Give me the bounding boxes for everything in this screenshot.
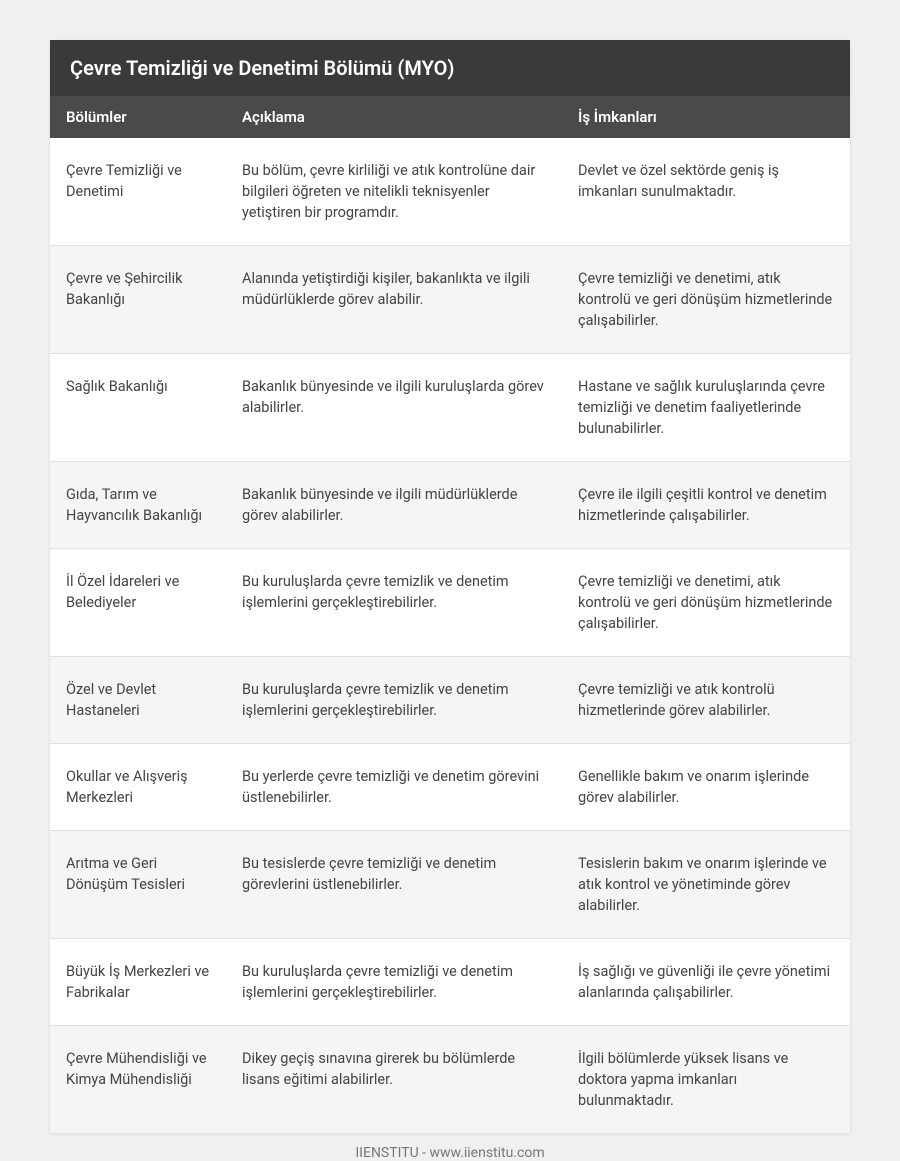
column-header-is-imkanlari: İş İmkanları bbox=[562, 96, 850, 138]
cell-is-imkanlari: Hastane ve sağlık kuruluşlarında çevre t… bbox=[562, 354, 850, 461]
cell-is-imkanlari: Devlet ve özel sektörde geniş iş imkanla… bbox=[562, 138, 850, 245]
table-row: Çevre Temizliği ve DenetimiBu bölüm, çev… bbox=[50, 138, 850, 246]
cell-bolumler: Çevre Temizliği ve Denetimi bbox=[50, 138, 226, 245]
cell-bolumler: Özel ve Devlet Hastaneleri bbox=[50, 657, 226, 743]
column-header-bolumler: Bölümler bbox=[50, 96, 226, 138]
table-header-row: Bölümler Açıklama İş İmkanları bbox=[50, 96, 850, 138]
cell-bolumler: İl Özel İdareleri ve Belediyeler bbox=[50, 549, 226, 656]
table-row: İl Özel İdareleri ve BelediyelerBu kurul… bbox=[50, 549, 850, 657]
cell-aciklama: Bakanlık bünyesinde ve ilgili kuruluşlar… bbox=[226, 354, 562, 461]
column-header-aciklama: Açıklama bbox=[226, 96, 562, 138]
table-row: Özel ve Devlet HastaneleriBu kuruluşlard… bbox=[50, 657, 850, 744]
table-container: Çevre Temizliği ve Denetimi Bölümü (MYO)… bbox=[50, 40, 850, 1133]
cell-aciklama: Bu bölüm, çevre kirliliği ve atık kontro… bbox=[226, 138, 562, 245]
table-row: Sağlık BakanlığıBakanlık bünyesinde ve i… bbox=[50, 354, 850, 462]
cell-bolumler: Çevre ve Şehircilik Bakanlığı bbox=[50, 246, 226, 353]
cell-aciklama: Dikey geçiş sınavına girerek bu bölümler… bbox=[226, 1026, 562, 1133]
cell-aciklama: Bakanlık bünyesinde ve ilgili müdürlükle… bbox=[226, 462, 562, 548]
table-row: Gıda, Tarım ve Hayvancılık BakanlığıBaka… bbox=[50, 462, 850, 549]
cell-aciklama: Bu kuruluşlarda çevre temizlik ve deneti… bbox=[226, 549, 562, 656]
cell-bolumler: Sağlık Bakanlığı bbox=[50, 354, 226, 461]
cell-is-imkanlari: Genellikle bakım ve onarım işlerinde gör… bbox=[562, 744, 850, 830]
cell-is-imkanlari: Çevre temizliği ve atık kontrolü hizmetl… bbox=[562, 657, 850, 743]
cell-aciklama: Bu kuruluşlarda çevre temizlik ve deneti… bbox=[226, 657, 562, 743]
footer-attribution: IIENSTITU - www.iienstitu.com bbox=[50, 1133, 850, 1161]
cell-bolumler: Büyük İş Merkezleri ve Fabrikalar bbox=[50, 939, 226, 1025]
cell-bolumler: Çevre Mühendisliği ve Kimya Mühendisliği bbox=[50, 1026, 226, 1133]
cell-aciklama: Bu yerlerde çevre temizliği ve denetim g… bbox=[226, 744, 562, 830]
cell-bolumler: Gıda, Tarım ve Hayvancılık Bakanlığı bbox=[50, 462, 226, 548]
cell-bolumler: Okullar ve Alışveriş Merkezleri bbox=[50, 744, 226, 830]
table-body: Çevre Temizliği ve DenetimiBu bölüm, çev… bbox=[50, 138, 850, 1133]
table-row: Okullar ve Alışveriş MerkezleriBu yerler… bbox=[50, 744, 850, 831]
cell-is-imkanlari: Çevre temizliği ve denetimi, atık kontro… bbox=[562, 246, 850, 353]
table-row: Arıtma ve Geri Dönüşüm TesisleriBu tesis… bbox=[50, 831, 850, 939]
cell-aciklama: Bu kuruluşlarda çevre temizliği ve denet… bbox=[226, 939, 562, 1025]
table-row: Büyük İş Merkezleri ve FabrikalarBu kuru… bbox=[50, 939, 850, 1026]
cell-is-imkanlari: Tesislerin bakım ve onarım işlerinde ve … bbox=[562, 831, 850, 938]
cell-is-imkanlari: Çevre temizliği ve denetimi, atık kontro… bbox=[562, 549, 850, 656]
table-row: Çevre Mühendisliği ve Kimya Mühendisliği… bbox=[50, 1026, 850, 1133]
cell-is-imkanlari: İlgili bölümlerde yüksek lisans ve dokto… bbox=[562, 1026, 850, 1133]
cell-is-imkanlari: İş sağlığı ve güvenliği ile çevre yöneti… bbox=[562, 939, 850, 1025]
table-title: Çevre Temizliği ve Denetimi Bölümü (MYO) bbox=[50, 40, 850, 96]
cell-is-imkanlari: Çevre ile ilgili çeşitli kontrol ve dene… bbox=[562, 462, 850, 548]
cell-aciklama: Alanında yetiştirdiği kişiler, bakanlıkt… bbox=[226, 246, 562, 353]
cell-bolumler: Arıtma ve Geri Dönüşüm Tesisleri bbox=[50, 831, 226, 938]
cell-aciklama: Bu tesislerde çevre temizliği ve denetim… bbox=[226, 831, 562, 938]
table-row: Çevre ve Şehircilik BakanlığıAlanında ye… bbox=[50, 246, 850, 354]
